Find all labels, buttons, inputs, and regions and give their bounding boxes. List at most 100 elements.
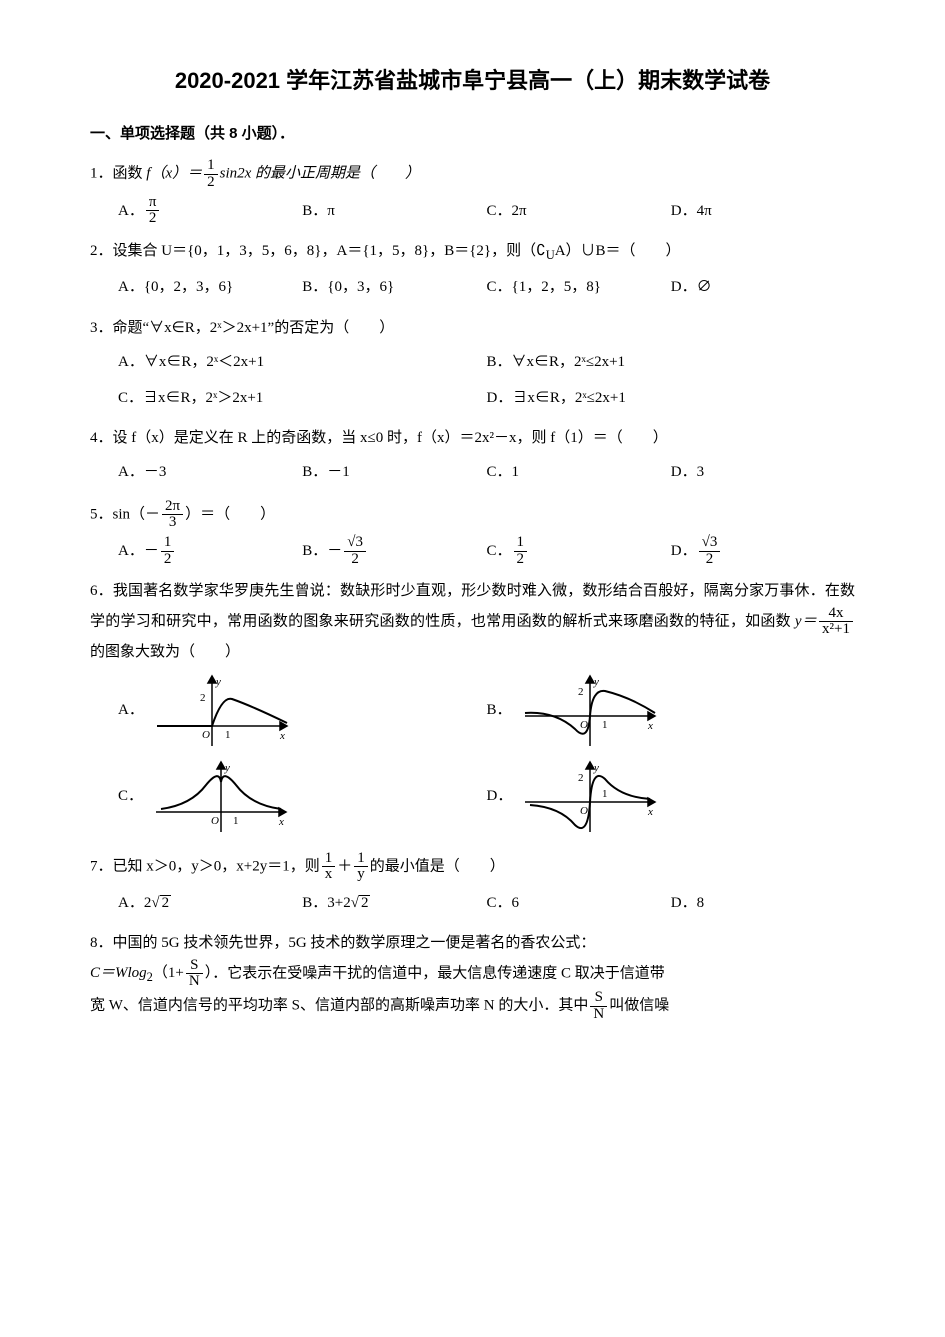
q8-open: （1+ — [153, 965, 184, 981]
question-2: 2．设集合 U＝{0，1，3，5，6，8}，A＝{1，5，8}，B＝{2}，则（… — [90, 237, 855, 306]
frac-n: 4x — [819, 606, 853, 623]
q1-options: A．π2 B．π C．2π D．4π — [90, 193, 855, 229]
q3-opt-c: C．∃x∈R，2ˣ＞2x+1 — [118, 380, 487, 416]
svg-text:2: 2 — [578, 772, 584, 784]
q5-frac: 2π3 — [162, 499, 183, 532]
q4-opt-d: D．3 — [671, 455, 855, 491]
q3-text: 命题“∀x∈R，2ˣ＞2x+1”的否定为（ ） — [113, 320, 395, 336]
q7-options: A．2√2 B．3+2√2 C．6 D．8 — [90, 885, 855, 921]
opt-label: B．－ — [302, 537, 342, 566]
q5-opt-a: A．－12 — [118, 533, 302, 569]
svg-text:O: O — [211, 815, 219, 827]
q2-text2: A）∪B＝（ ） — [555, 243, 681, 259]
q8-line2: ．它表示在受噪声干扰的信道中，最大信息传递速度 C 取决于信道带 — [212, 965, 665, 981]
q5-options: A．－12 B．－√32 C．12 D．√32 — [90, 533, 855, 569]
q4-options: A．－3 B．－1 C．1 D．3 — [90, 455, 855, 491]
q6-yeq: y＝ — [795, 613, 817, 629]
q1-opt-d: D．4π — [671, 193, 855, 229]
opt-label: D． — [671, 537, 697, 566]
q3-opt-a: A．∀x∈R，2ˣ＜2x+1 — [118, 344, 487, 380]
q7-post: 的最小值是（ ） — [370, 858, 505, 874]
page-title: 2020-2021 学年江苏省盐城市阜宁县高一（上）期末数学试卷 — [90, 60, 855, 102]
q7-num: 7． — [90, 858, 113, 874]
opt-label: C． — [487, 537, 512, 566]
q1-frac: 12 — [204, 158, 218, 191]
svg-text:y: y — [593, 676, 599, 688]
q4-num: 4． — [90, 430, 113, 446]
svg-text:O: O — [202, 729, 210, 741]
svg-text:2: 2 — [200, 692, 206, 704]
opt-label: B． — [487, 696, 512, 725]
question-8: 8．中国的 5G 技术领先世界，5G 技术的数学原理之一便是著名的香农公式： C… — [90, 929, 855, 1023]
question-3: 3．命题“∀x∈R，2ˣ＞2x+1”的否定为（ ） A．∀x∈R，2ˣ＜2x+1… — [90, 314, 855, 417]
q4-opt-a: A．－3 — [118, 455, 302, 491]
q5-post: ）＝（ ） — [185, 506, 275, 522]
q8-num: 8． — [90, 935, 113, 951]
frac-n: 1 — [322, 851, 336, 868]
q7-frac2: 1y — [354, 851, 368, 884]
frac-d: y — [354, 867, 368, 883]
frac-d: N — [186, 974, 203, 990]
frac-d: 2 — [204, 175, 218, 191]
opt-frac: 12 — [161, 535, 175, 568]
q2-options: A．{0，2，3，6} B．{0，3，6} C．{1，2，5，8} D．∅ — [90, 270, 855, 306]
question-6: 6．我国著名数学家华罗庚先生曾说：数缺形时少直观，形少数时难入微，数形结合百般好… — [90, 577, 855, 843]
svg-text:x: x — [279, 730, 285, 742]
frac-n: 1 — [354, 851, 368, 868]
frac-n: S — [590, 990, 607, 1007]
q1-fx: f（x）＝ — [146, 166, 202, 182]
svg-text:y: y — [215, 676, 221, 688]
q7-opt-c: C．6 — [487, 885, 671, 921]
q7-plus: ＋ — [337, 858, 352, 874]
frac-n: S — [186, 958, 203, 975]
frac-d: 2 — [344, 552, 366, 568]
frac-d: x²+1 — [819, 622, 853, 638]
q5-opt-c: C．12 — [487, 533, 671, 569]
q8-frac2: SN — [590, 990, 607, 1023]
q2-opt-a: A．{0，2，3，6} — [118, 270, 302, 306]
opt-frac: π2 — [146, 195, 160, 228]
q2-text1: 设集合 U＝{0，1，3，5，6，8}，A＝{1，5，8}，B＝{2}，则（∁ — [113, 243, 546, 259]
frac-d: x — [322, 867, 336, 883]
q2-stem: 2．设集合 U＝{0，1，3，5，6，8}，A＝{1，5，8}，B＝{2}，则（… — [90, 237, 855, 268]
graph-b-icon: y x O 1 2 — [520, 671, 660, 751]
q3-options: A．∀x∈R，2ˣ＜2x+1 B．∀x∈R，2ˣ≤2x+1 C．∃x∈R，2ˣ＞… — [90, 344, 855, 416]
opt-frac: √32 — [344, 535, 366, 568]
sqrt-icon: √2 — [351, 889, 371, 918]
svg-text:2: 2 — [578, 686, 584, 698]
q2-opt-c: C．{1，2，5，8} — [487, 270, 671, 306]
q6-post: 的图象大致为（ ） — [90, 644, 240, 660]
q7-opt-d: D．8 — [671, 885, 855, 921]
q8-stem: 8．中国的 5G 技术领先世界，5G 技术的数学原理之一便是著名的香农公式： C… — [90, 929, 855, 1023]
q8-frac: SN — [186, 958, 203, 991]
frac-d: 2 — [699, 552, 721, 568]
q3-stem: 3．命题“∀x∈R，2ˣ＞2x+1”的否定为（ ） — [90, 314, 855, 343]
opt-label: A．2 — [118, 889, 151, 918]
question-7: 7．已知 x＞0，y＞0，x+2y＝1，则1x＋1y的最小值是（ ） A．2√2… — [90, 851, 855, 922]
q1-opt-a: A．π2 — [118, 193, 302, 229]
q7-opt-a: A．2√2 — [118, 885, 302, 921]
q7-pre: 已知 x＞0，y＞0，x+2y＝1，则 — [113, 858, 320, 874]
q8-line3a: 宽 W、信道内信号的平均功率 S、信道内部的高斯噪声功率 N 的大小．其中 — [90, 998, 588, 1014]
question-5: 5．sin（－2π3）＝（ ） A．－12 B．－√32 C．12 D．√32 — [90, 499, 855, 570]
q3-opt-b: B．∀x∈R，2ˣ≤2x+1 — [487, 344, 856, 380]
sqrt-icon: √2 — [151, 889, 171, 918]
q7-stem: 7．已知 x＞0，y＞0，x+2y＝1，则1x＋1y的最小值是（ ） — [90, 851, 855, 884]
svg-text:x: x — [647, 806, 653, 818]
opt-label: B．3+2 — [302, 889, 350, 918]
graph-d-icon: y x O 1 2 — [520, 757, 660, 837]
frac-n: 1 — [514, 535, 528, 552]
svg-text:y: y — [224, 762, 230, 774]
q4-opt-b: B．－1 — [302, 455, 486, 491]
opt-frac: √32 — [699, 535, 721, 568]
q5-pre: sin（－ — [113, 506, 161, 522]
svg-text:x: x — [278, 816, 284, 828]
q4-stem: 4．设 f（x）是定义在 R 上的奇函数，当 x≤0 时，f（x）＝2x²－x，… — [90, 424, 855, 453]
question-1: 1．函数 f（x）＝12sin2x 的最小正周期是（ ） A．π2 B．π C．… — [90, 158, 855, 229]
q2-sub: U — [546, 248, 555, 262]
svg-text:y: y — [593, 762, 599, 774]
q1-post: sin2x 的最小正周期是（ ） — [220, 166, 420, 182]
q7-opt-b: B．3+2√2 — [302, 885, 486, 921]
q5-opt-b: B．－√32 — [302, 533, 486, 569]
q6-opt-c: C． y x O 1 — [118, 757, 487, 837]
